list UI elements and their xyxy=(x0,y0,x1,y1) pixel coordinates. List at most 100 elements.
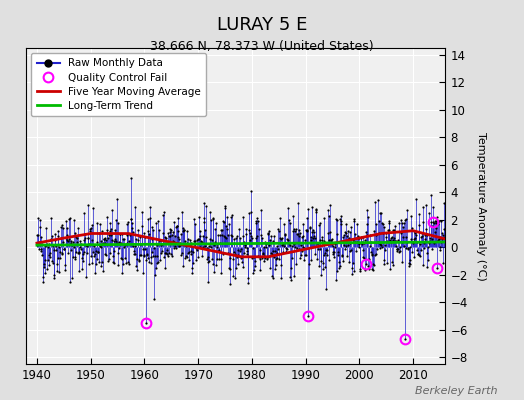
Point xyxy=(244,280,252,286)
Point xyxy=(316,258,325,264)
Point xyxy=(154,259,162,265)
Point xyxy=(346,248,355,254)
Point xyxy=(223,214,232,220)
Point xyxy=(96,263,105,269)
Point xyxy=(198,253,206,259)
Point xyxy=(243,245,251,252)
Point xyxy=(163,253,172,260)
Point xyxy=(36,245,45,252)
Point xyxy=(47,215,55,221)
Point xyxy=(392,238,400,245)
Point xyxy=(341,246,349,252)
Point xyxy=(414,251,422,257)
Point xyxy=(127,216,136,222)
Point xyxy=(50,246,59,253)
Point xyxy=(67,240,75,246)
Point xyxy=(436,234,444,241)
Point xyxy=(169,238,178,245)
Point xyxy=(194,235,202,242)
Point xyxy=(202,244,211,251)
Point xyxy=(328,241,336,247)
Point xyxy=(63,232,72,238)
Point xyxy=(72,234,80,240)
Point xyxy=(239,250,248,256)
Point xyxy=(166,228,174,235)
Point xyxy=(75,268,84,274)
Point xyxy=(133,266,141,273)
Point xyxy=(122,260,130,266)
Point xyxy=(326,229,334,235)
Point xyxy=(244,275,253,282)
Point xyxy=(205,258,213,264)
Point xyxy=(267,250,275,256)
Point xyxy=(270,254,278,261)
Point xyxy=(54,228,62,234)
Point xyxy=(375,245,384,252)
Point xyxy=(347,264,356,271)
Point xyxy=(366,243,374,249)
Point xyxy=(180,227,189,233)
Point xyxy=(119,235,127,242)
Point xyxy=(205,236,214,242)
Point xyxy=(116,230,124,237)
Point xyxy=(366,249,375,256)
Point xyxy=(298,248,306,254)
Point xyxy=(294,227,303,233)
Point xyxy=(36,217,44,224)
Text: Berkeley Earth: Berkeley Earth xyxy=(416,386,498,396)
Point xyxy=(323,230,332,236)
Point xyxy=(388,262,397,268)
Point xyxy=(431,220,440,226)
Point xyxy=(318,234,326,240)
Point xyxy=(417,246,425,253)
Point xyxy=(338,251,346,258)
Point xyxy=(275,228,283,234)
Point xyxy=(350,268,358,274)
Point xyxy=(233,233,241,240)
Point xyxy=(171,242,180,249)
Point xyxy=(304,261,313,268)
Point xyxy=(292,231,301,237)
Point xyxy=(190,220,199,227)
Point xyxy=(63,224,71,231)
Point xyxy=(396,244,404,251)
Point xyxy=(345,258,353,265)
Point xyxy=(35,239,43,246)
Point xyxy=(267,233,276,240)
Point xyxy=(353,221,362,227)
Point xyxy=(167,251,176,258)
Point xyxy=(95,242,104,249)
Point xyxy=(352,248,360,254)
Point xyxy=(261,255,269,261)
Point xyxy=(191,238,199,245)
Point xyxy=(82,250,91,256)
Point xyxy=(243,248,252,254)
Point xyxy=(211,225,219,232)
Point xyxy=(233,254,242,260)
Point xyxy=(43,266,51,272)
Point xyxy=(344,242,353,248)
Point xyxy=(428,223,436,229)
Point xyxy=(338,253,346,260)
Point xyxy=(217,270,226,276)
Point xyxy=(440,226,448,232)
Point xyxy=(179,227,187,234)
Point xyxy=(165,250,173,257)
Point xyxy=(121,254,129,261)
Point xyxy=(229,272,237,279)
Point xyxy=(386,237,394,243)
Point xyxy=(280,221,288,228)
Point xyxy=(426,238,434,244)
Point xyxy=(357,235,365,241)
Point xyxy=(376,241,384,248)
Point xyxy=(428,236,436,242)
Point xyxy=(334,249,343,255)
Point xyxy=(400,242,408,249)
Point xyxy=(279,242,288,249)
Point xyxy=(292,226,300,233)
Point xyxy=(365,266,373,272)
Point xyxy=(325,257,334,264)
Point xyxy=(222,235,230,242)
Point xyxy=(38,240,47,247)
Point xyxy=(66,215,74,221)
